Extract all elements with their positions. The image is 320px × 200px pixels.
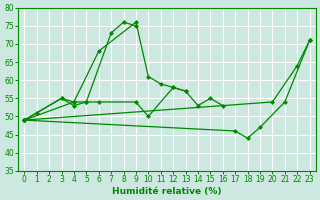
X-axis label: Humidité relative (%): Humidité relative (%) <box>112 187 222 196</box>
